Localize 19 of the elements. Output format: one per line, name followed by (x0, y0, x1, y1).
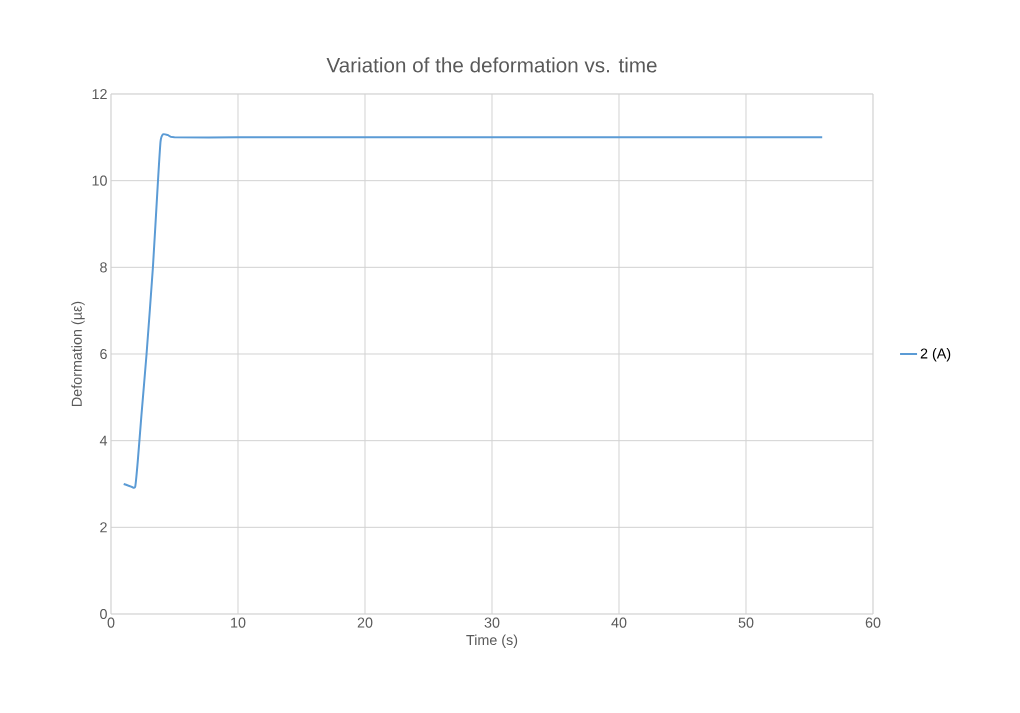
chart-title: Variation of the deformation vs. time (326, 57, 657, 73)
x-tick-label: 20 (357, 617, 373, 628)
y-tick-label: 10 (92, 175, 107, 186)
y-tick-label: 4 (99, 435, 108, 446)
x-tick-label: 10 (231, 617, 246, 628)
y-tick-label: 6 (100, 348, 107, 360)
y-axis-title: Deformation (µε) (71, 301, 85, 406)
y-tick-label: 8 (100, 262, 107, 273)
x-tick-label: 40 (611, 617, 627, 628)
x-tick-label: 30 (484, 617, 500, 628)
x-tick-label: 0 (107, 617, 115, 628)
line-series (122, 133, 824, 489)
x-axis-title: Time (s) (466, 634, 518, 648)
y-tick-label: 12 (92, 88, 107, 99)
x-tick-label: 60 (865, 617, 881, 628)
y-tick-label: 2 (100, 522, 107, 533)
x-tick-label: 50 (738, 617, 754, 628)
y-tick-label: 0 (100, 608, 107, 620)
legend-label: 2 (A) (920, 348, 951, 362)
